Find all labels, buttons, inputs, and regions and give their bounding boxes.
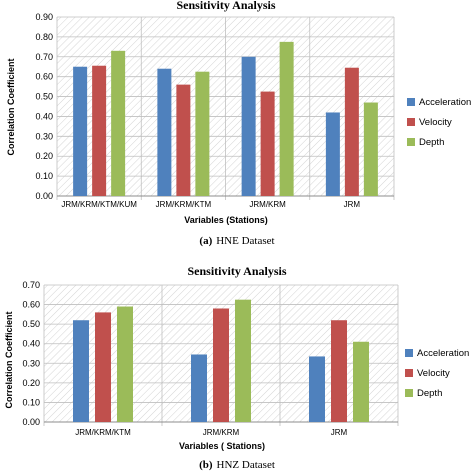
chart-title: Sensitivity Analysis xyxy=(187,264,286,278)
legend-swatch xyxy=(407,98,415,106)
bar-depth xyxy=(117,306,133,422)
x-tick-label: JRM xyxy=(331,428,348,437)
bar-depth xyxy=(195,71,210,196)
y-tick-label: 0.30 xyxy=(35,131,53,141)
bar-depth xyxy=(235,299,251,422)
legend-swatch xyxy=(407,118,415,126)
legend-swatch xyxy=(405,389,413,397)
y-tick-label: 0.50 xyxy=(35,92,53,102)
x-tick-label: JRM/KRM/KTM xyxy=(75,428,131,437)
y-tick-label: 0.20 xyxy=(35,151,53,161)
y-axis-title: Correlation Coefficient xyxy=(4,311,14,408)
bar-velocity xyxy=(92,65,107,196)
caption-label: (a) xyxy=(199,235,212,247)
x-tick-label: JRM/KRM/KTM/KUM xyxy=(61,200,137,209)
y-tick-label: 0.20 xyxy=(22,378,40,388)
bar-acceleration xyxy=(309,356,325,422)
chart-hne: Sensitivity Analysis 0.00 0.10 0.20 0.30 0.4… xyxy=(6,0,471,247)
bar-velocity xyxy=(260,91,275,196)
y-tick-label: 0.40 xyxy=(35,111,53,121)
y-axis-title: Correlation Coefficient xyxy=(6,58,16,155)
legend-label: Acceleration xyxy=(417,348,469,359)
chart-hnz: Sensitivity Analysis 0.00 0.10 0.20 0.30 0.4… xyxy=(4,264,469,471)
y-tick-label: 0.50 xyxy=(22,319,40,329)
bar-acceleration xyxy=(73,320,89,422)
y-tick-label: 0.90 xyxy=(35,12,53,22)
bar-depth xyxy=(111,50,126,196)
bar-acceleration xyxy=(73,66,88,196)
figure-caption: (a) HNE Dataset xyxy=(199,235,274,247)
legend-label: Velocity xyxy=(417,368,450,379)
x-axis-title: Variables ( Stations) xyxy=(179,441,265,451)
bar-velocity xyxy=(176,84,191,196)
bar-velocity xyxy=(213,308,229,422)
legend-label: Depth xyxy=(419,137,444,148)
caption-label: (b) xyxy=(199,459,213,471)
bar-velocity xyxy=(331,320,347,422)
y-tick-label: 0.80 xyxy=(35,32,53,42)
y-tick-label: 0.40 xyxy=(22,339,40,349)
bar-velocity xyxy=(95,312,111,422)
caption-text: HNZ Dataset xyxy=(217,459,275,471)
bar-depth xyxy=(279,41,294,196)
y-tick-label: 0.30 xyxy=(22,358,40,368)
y-tick-label: 0.10 xyxy=(22,397,40,407)
bar-depth xyxy=(353,341,369,422)
x-tick-label: JRM/KRM/KTM xyxy=(156,200,212,209)
chart-title: Sensitivity Analysis xyxy=(176,0,275,12)
bar-acceleration xyxy=(241,56,256,197)
legend-label: Acceleration xyxy=(419,97,471,108)
legend-label: Depth xyxy=(417,388,442,399)
y-tick-label: 0.10 xyxy=(35,171,53,181)
bar-acceleration xyxy=(325,112,340,196)
legend-label: Velocity xyxy=(419,117,452,128)
y-tick-label: 0.70 xyxy=(22,280,40,290)
y-tick-label: 0.00 xyxy=(35,191,53,201)
x-tick-label: JRM xyxy=(344,200,361,209)
x-tick-label: JRM/KRM xyxy=(249,200,286,209)
y-tick-label: 0.00 xyxy=(22,417,40,427)
legend-swatch xyxy=(405,369,413,377)
legend-swatch xyxy=(405,349,413,357)
bar-acceleration xyxy=(191,354,207,422)
y-tick-label: 0.70 xyxy=(35,52,53,62)
bar-depth xyxy=(363,102,378,196)
bar-velocity xyxy=(344,67,359,196)
y-tick-label: 0.60 xyxy=(22,300,40,310)
x-axis-title: Variables (Stations) xyxy=(184,215,268,225)
x-tick-label: JRM/KRM xyxy=(203,428,240,437)
y-tick-label: 0.60 xyxy=(35,72,53,82)
figure-caption: (b) HNZ Dataset xyxy=(199,459,275,471)
caption-text: HNE Dataset xyxy=(216,235,274,247)
legend-swatch xyxy=(407,138,415,146)
bar-acceleration xyxy=(157,68,172,196)
